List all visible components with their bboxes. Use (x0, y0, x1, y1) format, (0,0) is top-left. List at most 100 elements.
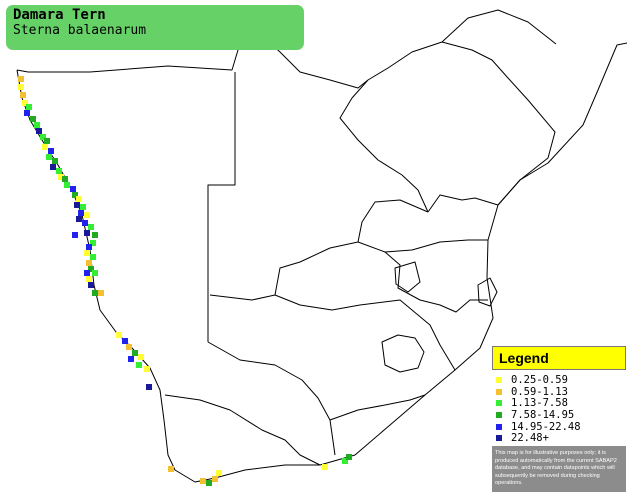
border-botswana-zimbabwe (339, 79, 429, 213)
border-zimbabwe (367, 41, 556, 213)
legend-swatch (496, 400, 502, 407)
legend-swatch (496, 388, 502, 395)
distribution-cell (78, 210, 84, 216)
distribution-cell (126, 344, 132, 350)
legend-title: Legend (492, 346, 626, 370)
distribution-cells (18, 76, 352, 486)
border-provinces-e (329, 394, 426, 421)
border-provinces-f (164, 394, 321, 466)
distribution-cell (116, 332, 122, 338)
distribution-cell (44, 138, 50, 144)
distribution-cell (84, 270, 90, 276)
distribution-cell (168, 466, 174, 472)
legend-swatch (496, 376, 502, 383)
distribution-cell (88, 266, 94, 272)
legend-item-label: 0.59-1.13 (511, 385, 568, 398)
distribution-cell (122, 338, 128, 344)
distribution-cell (146, 384, 152, 390)
distribution-cell (52, 158, 58, 164)
distribution-cell (74, 202, 80, 208)
legend-item: 14.95-22.48 (494, 421, 626, 433)
legend-panel: Legend 0.25-0.59 0.59-1.13 1.13-7.58 7.5… (492, 346, 626, 492)
distribution-cell (62, 176, 68, 182)
legend-item-label: 7.58-14.95 (511, 408, 575, 421)
distribution-cell (86, 276, 92, 282)
distribution-cell (206, 480, 212, 486)
distribution-cell (72, 232, 78, 238)
legend-list: 0.25-0.59 0.59-1.13 1.13-7.58 7.58-14.95… (492, 374, 626, 444)
distribution-cell (40, 134, 46, 140)
border-namibia-botswana (207, 72, 236, 342)
distribution-cell (58, 174, 64, 180)
legend-item: 0.25-0.59 (494, 374, 626, 386)
distribution-cell (346, 454, 352, 460)
distribution-cell (80, 204, 86, 210)
distribution-cell (128, 356, 134, 362)
distribution-cell (90, 240, 96, 246)
distribution-cell (92, 290, 98, 296)
legend-item: 7.58-14.95 (494, 409, 626, 421)
distribution-cell (26, 104, 32, 110)
species-title-box: Damara Tern Sterna balaenarum (6, 5, 304, 50)
legend-item-label: 22.48+ (511, 432, 549, 445)
border-limpopo (209, 199, 429, 301)
legend-item-label: 1.13-7.58 (511, 397, 568, 410)
distribution-cell (136, 362, 142, 368)
distribution-cell (70, 186, 76, 192)
distribution-cell (144, 366, 150, 372)
distribution-cell (88, 224, 94, 230)
distribution-cell (212, 476, 218, 482)
distribution-cell (42, 144, 48, 150)
distribution-cell (18, 76, 24, 82)
distribution-cell (46, 154, 52, 160)
distribution-cell (88, 282, 94, 288)
distribution-cell (20, 92, 26, 98)
distribution-cell (322, 464, 328, 470)
legend-item-label: 14.95-22.48 (511, 420, 581, 433)
distribution-cell (48, 148, 54, 154)
legend-swatch (496, 423, 502, 430)
distribution-cell (76, 196, 82, 202)
distribution-cell (90, 254, 96, 260)
distribution-cell (84, 212, 90, 218)
distribution-cell (92, 232, 98, 238)
distribution-cell (132, 350, 138, 356)
distribution-cell (138, 354, 144, 360)
distribution-cell (82, 220, 88, 226)
border-namibia-angola (16, 65, 233, 73)
distribution-cell (24, 110, 30, 116)
distribution-cell (84, 230, 90, 236)
legend-item: 0.59-1.13 (494, 386, 626, 398)
legend-item-label: 0.25-0.59 (511, 373, 568, 386)
distribution-cell (34, 122, 40, 128)
gauteng (394, 261, 421, 293)
border-provinces-c (274, 294, 456, 371)
distribution-cell (98, 290, 104, 296)
distribution-cell (72, 192, 78, 198)
lesotho (381, 334, 425, 373)
distribution-cell (18, 84, 24, 90)
distribution-cell (76, 216, 82, 222)
species-common-name: Damara Tern (13, 7, 106, 23)
species-scientific-name: Sterna balaenarum (13, 23, 147, 38)
legend-item: 22.48+ (494, 432, 626, 444)
border-provinces-b (384, 251, 488, 313)
legend-swatch (496, 435, 502, 442)
distribution-cell (36, 128, 42, 134)
distribution-cell (92, 270, 98, 276)
distribution-cell (86, 260, 92, 266)
distribution-cell (86, 244, 92, 250)
border-provinces-d (207, 341, 336, 456)
swaziland (477, 277, 498, 307)
distribution-cell (216, 470, 222, 476)
legend-item: 1.13-7.58 (494, 397, 626, 409)
distribution-cell (200, 478, 206, 484)
legend-disclaimer: This map is for illustrative purposes on… (492, 446, 626, 492)
distribution-cell (30, 116, 36, 122)
border-mozambique (441, 9, 557, 45)
distribution-cell (56, 168, 62, 174)
distribution-cell (84, 250, 90, 256)
distribution-cell (64, 182, 70, 188)
distribution-cell (342, 458, 348, 464)
